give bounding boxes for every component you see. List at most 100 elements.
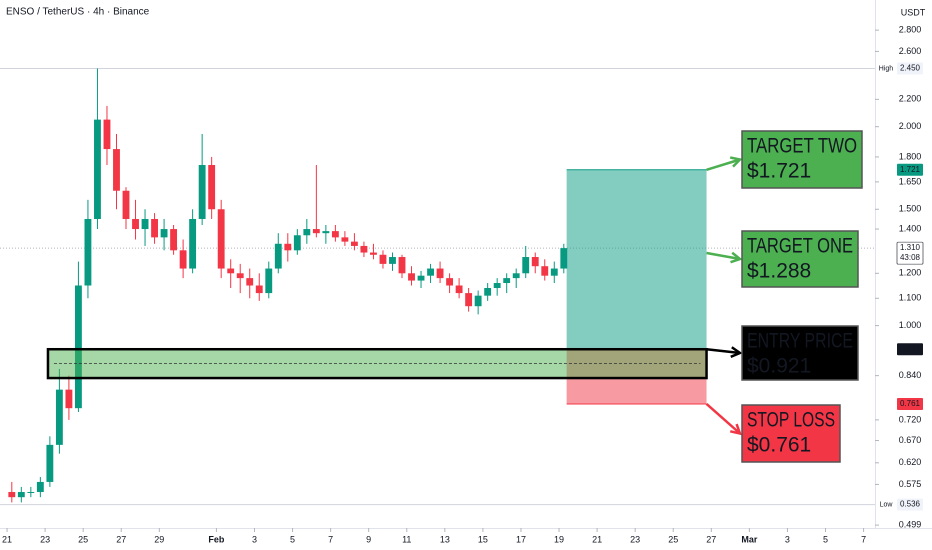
- candle-body: [160, 229, 168, 238]
- price-tag-label: 1.721: [900, 165, 921, 174]
- callout-box: [741, 404, 841, 463]
- y-tick-label: 2.600: [899, 46, 922, 56]
- x-tick-label: 29: [154, 534, 164, 544]
- candle-body: [122, 190, 130, 219]
- candle-body: [379, 254, 387, 264]
- callout-arrow: [706, 347, 741, 355]
- x-tick-label: Feb: [208, 534, 225, 544]
- x-tick-label: 3: [785, 534, 790, 544]
- callout-arrowhead: [729, 423, 742, 436]
- price-tag: [897, 498, 923, 511]
- candle-body: [17, 492, 25, 498]
- y-tick-label: 2.200: [899, 94, 922, 104]
- candle-body: [274, 243, 282, 269]
- callout-arrow: [705, 403, 741, 435]
- candle-body: [474, 295, 482, 307]
- x-tick-label: 25: [78, 534, 88, 544]
- candle-body: [8, 492, 16, 498]
- price-tag-label: 0.761: [900, 399, 921, 408]
- line-name: Low: [880, 501, 894, 508]
- x-tick-label: 3: [252, 534, 257, 544]
- price-tag-label: 0.921: [900, 344, 921, 353]
- candle-body: [398, 257, 406, 274]
- candle-body: [550, 268, 558, 276]
- candle-body: [303, 229, 311, 236]
- x-tick-label: 17: [516, 534, 526, 544]
- x-tick-label: 27: [706, 534, 716, 544]
- candle-body: [170, 229, 178, 251]
- callout-price: $1.721: [747, 160, 811, 183]
- x-tick-label: 21: [2, 534, 12, 544]
- callout-title: TARGET ONE: [747, 235, 853, 258]
- callout-title: STOP LOSS: [747, 409, 835, 432]
- candle-body: [74, 285, 82, 409]
- x-tick-label: 11: [402, 534, 411, 544]
- candle-body: [512, 273, 520, 279]
- y-tick-label: 1.650: [899, 176, 922, 186]
- candle-body: [360, 245, 368, 253]
- callout-arrow: [706, 251, 741, 261]
- candle-body: [84, 218, 92, 286]
- callout-title: TARGET TWO: [747, 135, 857, 158]
- y-tick-label: 1.500: [899, 204, 922, 214]
- candle-body: [236, 273, 244, 279]
- callout-arrowhead: [730, 251, 743, 264]
- price-tag: [897, 397, 923, 410]
- candle-body: [493, 283, 501, 289]
- candle-body: [103, 119, 111, 150]
- callout-price: $0.921: [747, 355, 811, 378]
- line-name: High: [879, 65, 894, 72]
- y-tick-label: 1.000: [899, 320, 922, 330]
- price-tag: [897, 163, 923, 176]
- x-tick-label: 7: [861, 534, 866, 544]
- y-tick-label: 0.499: [899, 519, 922, 529]
- x-tick-label: 9: [366, 534, 371, 544]
- x-tick-label: 23: [630, 534, 640, 544]
- y-tick-label: 2.000: [899, 121, 922, 131]
- y-tick-label: 0.840: [899, 370, 922, 380]
- candle-body: [427, 268, 434, 276]
- candle-body: [27, 492, 35, 494]
- y-tick-label: 1.400: [899, 223, 922, 233]
- candle-body: [465, 293, 473, 307]
- candle-body: [436, 268, 444, 279]
- price-tag: [896, 241, 924, 265]
- x-tick-label: 5: [290, 534, 295, 544]
- candle-body: [389, 257, 396, 264]
- price-tag-label: 2.450: [900, 64, 921, 73]
- candle-body: [246, 278, 254, 286]
- callout-price: $1.288: [747, 260, 811, 283]
- y-tick-label: 1.200: [899, 268, 922, 278]
- x-tick-label: 27: [116, 534, 126, 544]
- price-tag: [897, 343, 923, 356]
- callout-price: $0.761: [747, 434, 811, 457]
- candle-body: [331, 231, 339, 238]
- candle-body: [265, 268, 273, 294]
- candle-body: [36, 481, 44, 493]
- x-tick-label: Mar: [741, 534, 758, 544]
- callout-box: [741, 325, 859, 381]
- currency-label: USDT: [901, 7, 926, 17]
- callout-arrowhead: [729, 156, 743, 168]
- candle-body: [198, 165, 206, 219]
- candle-body: [151, 218, 158, 238]
- candle-body: [65, 389, 73, 409]
- y-tick-label: 0.720: [899, 414, 922, 424]
- candle-body: [217, 209, 225, 269]
- y-tick-label: 0.670: [899, 435, 922, 445]
- candle-body: [350, 241, 358, 246]
- candle-body: [408, 273, 415, 281]
- candle-body: [417, 275, 425, 281]
- candle-body: [503, 278, 511, 284]
- price-tag-label: 0.536: [900, 500, 921, 509]
- candle-body: [113, 149, 120, 191]
- y-tick-label: 1.800: [899, 151, 922, 161]
- y-tick-label: 0.575: [899, 479, 922, 489]
- candle-body: [132, 218, 139, 230]
- x-tick-label: 21: [592, 534, 602, 544]
- callout-title: ENTRY PRICE: [747, 330, 853, 353]
- y-tick-label: 0.620: [899, 457, 922, 467]
- countdown: 43:08: [900, 253, 921, 262]
- candle-body: [255, 285, 263, 294]
